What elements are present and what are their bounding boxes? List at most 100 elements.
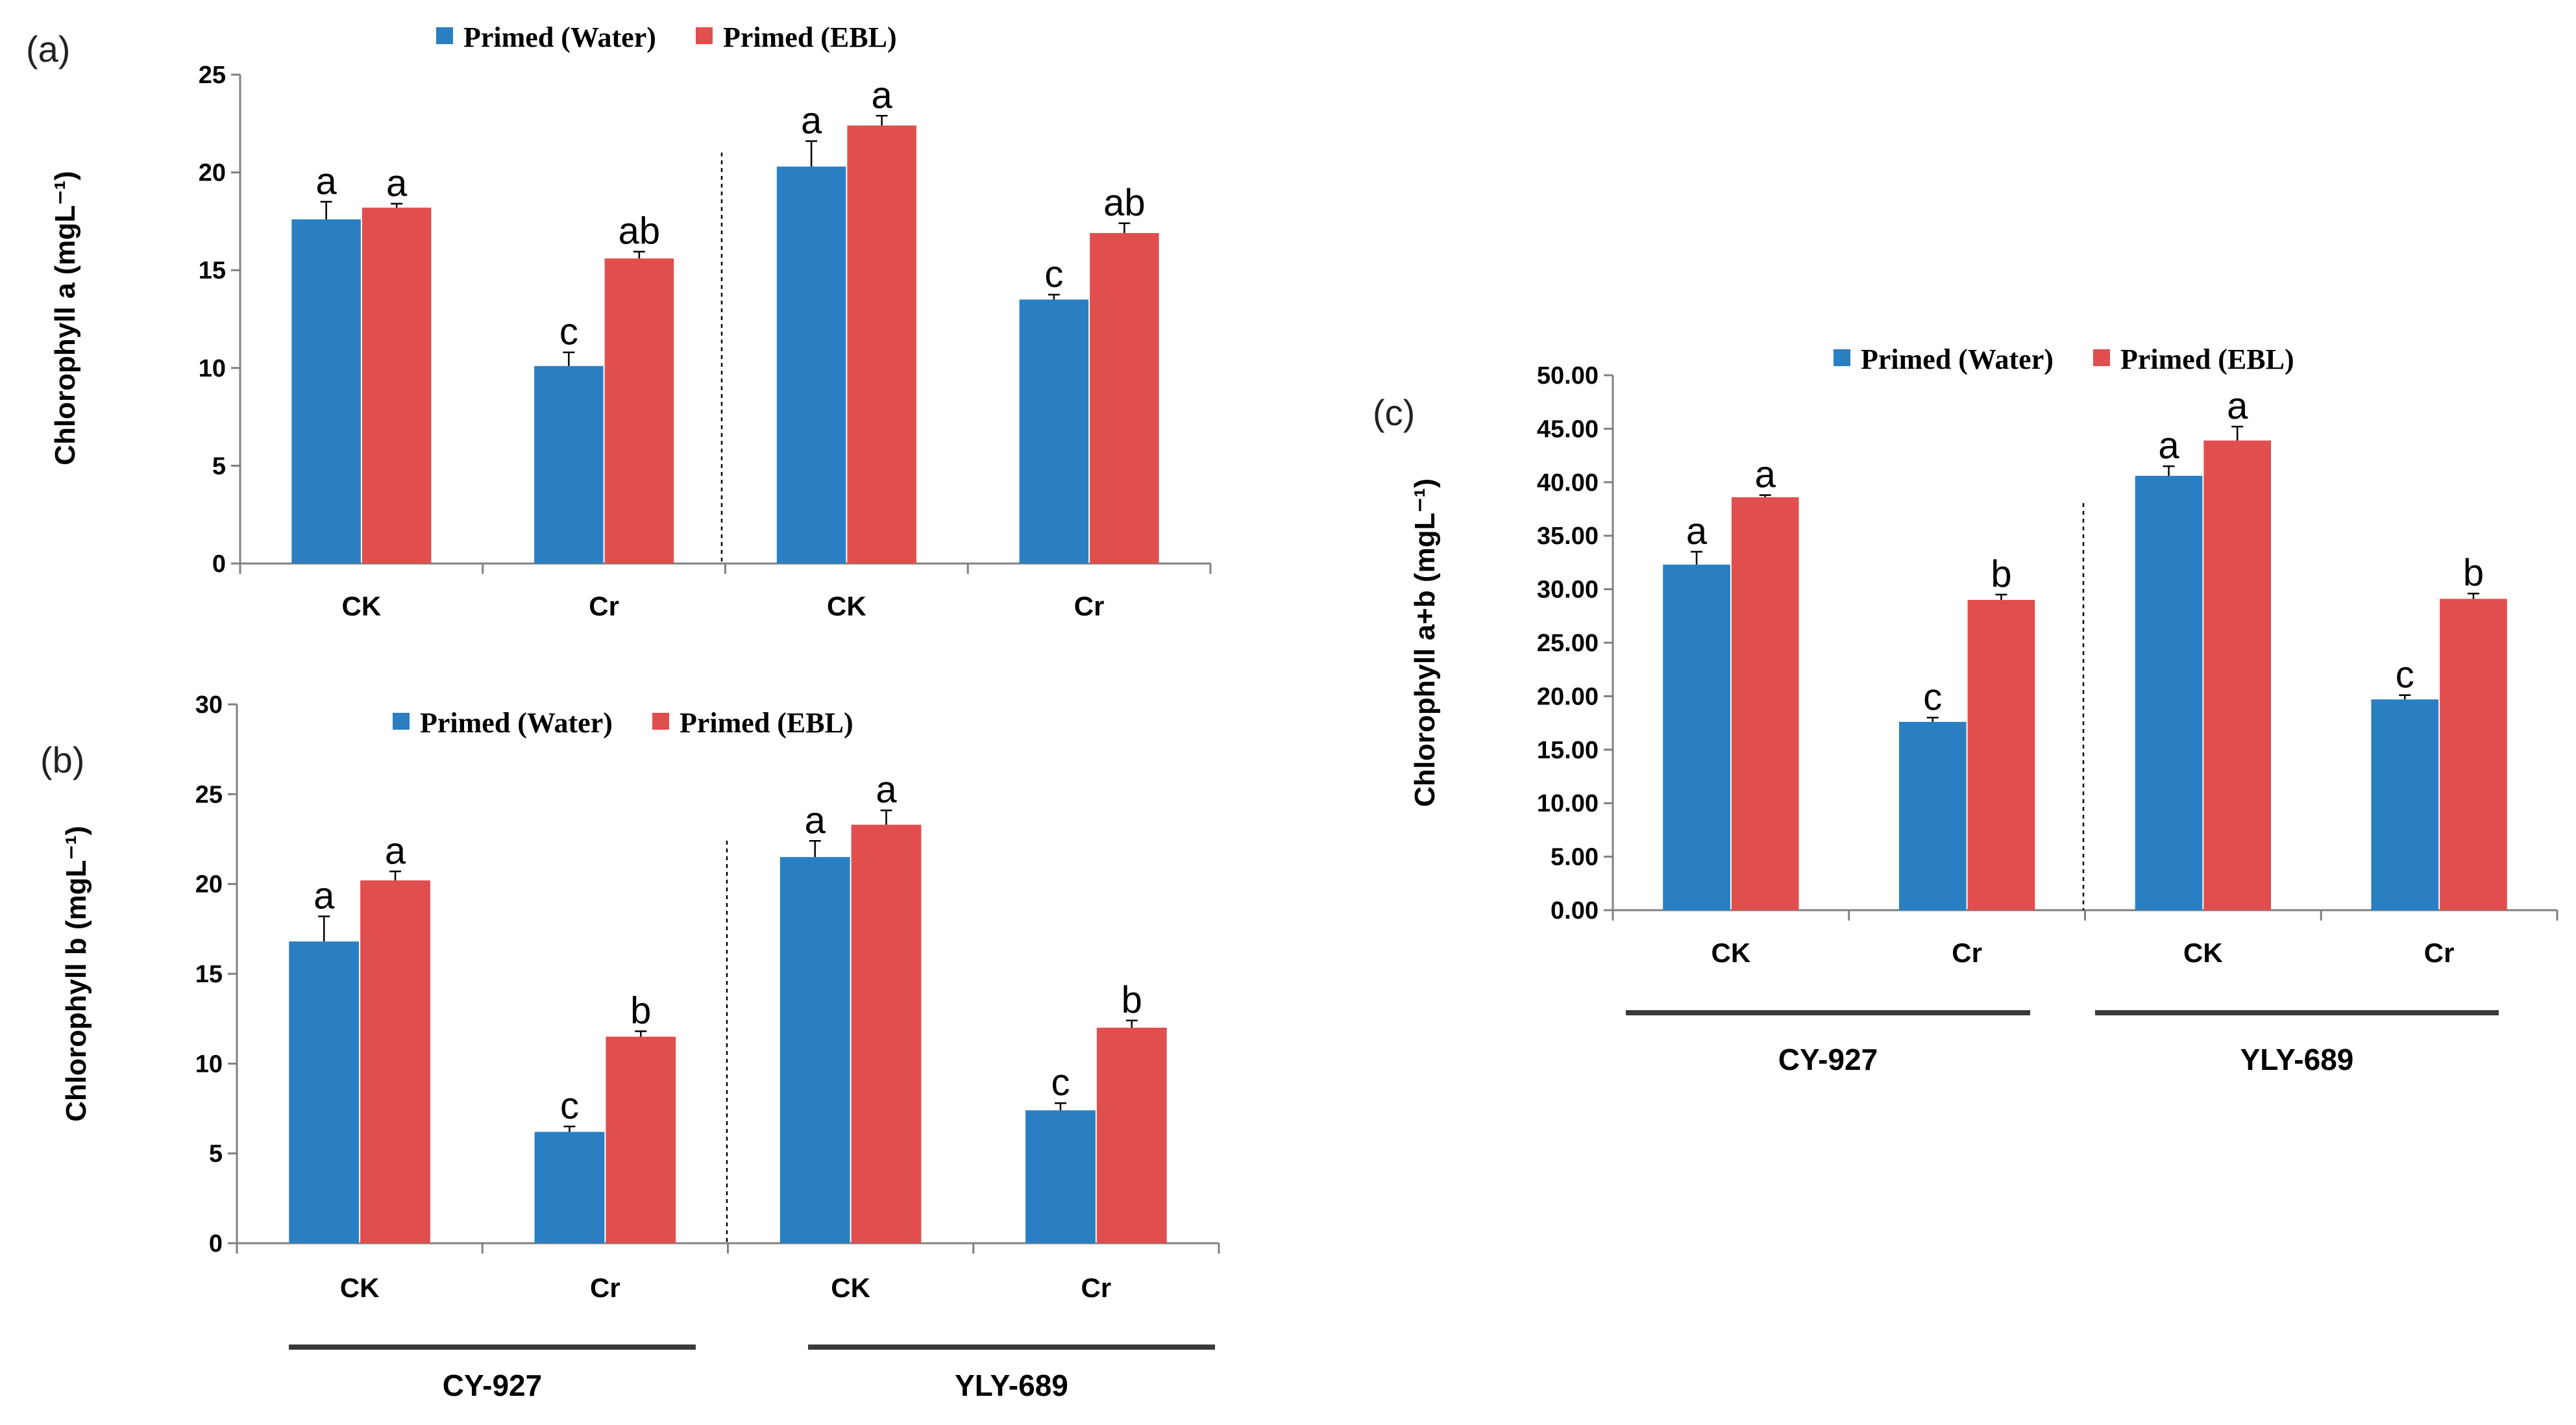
- y-tick-label: 10: [195, 1050, 223, 1078]
- legend-label: Primed (Water): [420, 707, 613, 739]
- y-axis-label: Chlorophyll a (mgL⁻¹): [49, 171, 81, 465]
- bar: [776, 166, 846, 564]
- y-tick-label: 20.00: [1537, 683, 1599, 710]
- significance-letter: c: [559, 311, 578, 353]
- group-label: CY-927: [1778, 1043, 1878, 1076]
- category-label: CK: [831, 1272, 870, 1303]
- y-axis-label: Chlorophyll a+b (mgL⁻¹): [1409, 478, 1441, 807]
- category-label: Cr: [590, 1272, 620, 1303]
- significance-letter: c: [1044, 253, 1063, 295]
- y-tick-label: 20: [199, 160, 226, 187]
- y-tick-label: 0.00: [1551, 897, 1599, 924]
- y-tick-label: 5.00: [1551, 844, 1599, 871]
- significance-letter: a: [872, 74, 893, 116]
- bar: [1731, 497, 1799, 910]
- significance-letter: a: [2227, 385, 2248, 427]
- y-axis-label: Chlorophyll b (mgL⁻¹): [60, 826, 92, 1122]
- significance-letter: a: [1755, 454, 1776, 496]
- chart-c: (c) Chlorophyll a+b (mgL⁻¹) 0.00 5.00 10.00 1…: [1373, 343, 2558, 1076]
- y-tick-label: 35.00: [1537, 523, 1599, 550]
- significance-letter: a: [2158, 425, 2179, 467]
- y-tick-label: 45.00: [1537, 415, 1599, 443]
- bar: [534, 366, 604, 564]
- legend-swatch: [436, 27, 453, 44]
- y-tick-label: 5: [209, 1141, 223, 1168]
- bar: [851, 824, 922, 1243]
- y-tick-label: 30.00: [1537, 576, 1599, 604]
- category-label: Cr: [2424, 937, 2455, 968]
- legend-swatch: [2093, 349, 2110, 366]
- y-tick-label: 30: [195, 691, 223, 719]
- significance-letter: a: [313, 874, 335, 917]
- bar: [360, 880, 430, 1243]
- bar: [1090, 232, 1159, 564]
- legend-label: Primed (Water): [1861, 343, 2054, 375]
- significance-letter: ab: [619, 210, 661, 253]
- y-tick-label: 40.00: [1537, 469, 1599, 497]
- y-tick-label: 0: [209, 1230, 223, 1258]
- bar: [606, 1036, 676, 1243]
- bar: [1898, 721, 1967, 910]
- significance-letter: b: [1122, 979, 1142, 1021]
- significance-letter: c: [1051, 1061, 1070, 1104]
- category-label: Cr: [589, 591, 619, 621]
- group-label: YLY-689: [955, 1369, 1068, 1402]
- chart-b: (b) Chlorophyll b (mgL⁻¹) 0 5 10 15 20 25 30 CK Cr…: [40, 691, 1220, 1402]
- bar: [1663, 564, 1730, 910]
- category-label: CK: [2183, 937, 2223, 968]
- y-tick-label: 15.00: [1537, 737, 1599, 764]
- significance-letter: a: [315, 160, 337, 203]
- y-tick-label: 10: [199, 355, 226, 382]
- category-label: CK: [340, 1272, 380, 1303]
- bar: [362, 207, 432, 564]
- significance-letter: b: [2463, 552, 2484, 594]
- bar: [2371, 699, 2439, 910]
- legend-swatch: [652, 713, 669, 730]
- bar: [604, 258, 674, 564]
- chart-a: (a) Chlorophyll a (mgL⁻¹) 0 5 10 15 20 25 CK Cr CK…: [26, 21, 1212, 621]
- legend-label: Primed (EBL): [723, 21, 897, 53]
- significance-letter: a: [805, 799, 826, 841]
- bar: [1019, 299, 1089, 564]
- bar: [1967, 600, 2035, 910]
- group-label: YLY-689: [2240, 1043, 2354, 1076]
- bar: [2440, 599, 2507, 910]
- legend-label: Primed (EBL): [2120, 343, 2294, 375]
- group-label: CY-927: [443, 1369, 542, 1402]
- y-tick-label: 25.00: [1537, 630, 1599, 657]
- bar: [289, 941, 360, 1243]
- panel-label: (c): [1373, 392, 1415, 433]
- y-tick-label: 5: [212, 452, 226, 480]
- bar: [779, 857, 850, 1243]
- y-tick-label: 15: [199, 257, 226, 284]
- significance-letter: a: [385, 830, 406, 872]
- bar: [534, 1132, 605, 1243]
- category-label: CK: [342, 591, 382, 621]
- y-tick-label: 25: [195, 781, 223, 808]
- y-tick-label: 0: [212, 551, 226, 578]
- significance-letter: c: [560, 1085, 579, 1127]
- category-label: CK: [827, 591, 866, 621]
- bar: [1096, 1028, 1167, 1243]
- legend-label: Primed (Water): [463, 21, 656, 53]
- legend-swatch: [696, 27, 713, 44]
- significance-letter: c: [1923, 676, 1942, 718]
- bar: [847, 125, 916, 564]
- category-label: Cr: [1952, 937, 1982, 968]
- bar: [2203, 440, 2272, 910]
- panel-label: (b): [40, 739, 84, 780]
- bar: [2135, 475, 2203, 910]
- category-label: Cr: [1081, 1272, 1112, 1303]
- bar: [291, 219, 361, 564]
- legend-label: Primed (EBL): [680, 707, 853, 739]
- significance-letter: c: [2396, 654, 2414, 696]
- significance-letter: b: [630, 990, 651, 1032]
- significance-letter: a: [876, 769, 897, 811]
- category-label: CK: [1711, 937, 1751, 968]
- significance-letter: a: [1686, 510, 1708, 552]
- y-tick-label: 20: [195, 871, 223, 898]
- y-tick-label: 25: [199, 62, 226, 89]
- y-tick-label: 50.00: [1537, 362, 1599, 390]
- category-label: Cr: [1074, 591, 1105, 621]
- y-tick-label: 10.00: [1537, 790, 1599, 817]
